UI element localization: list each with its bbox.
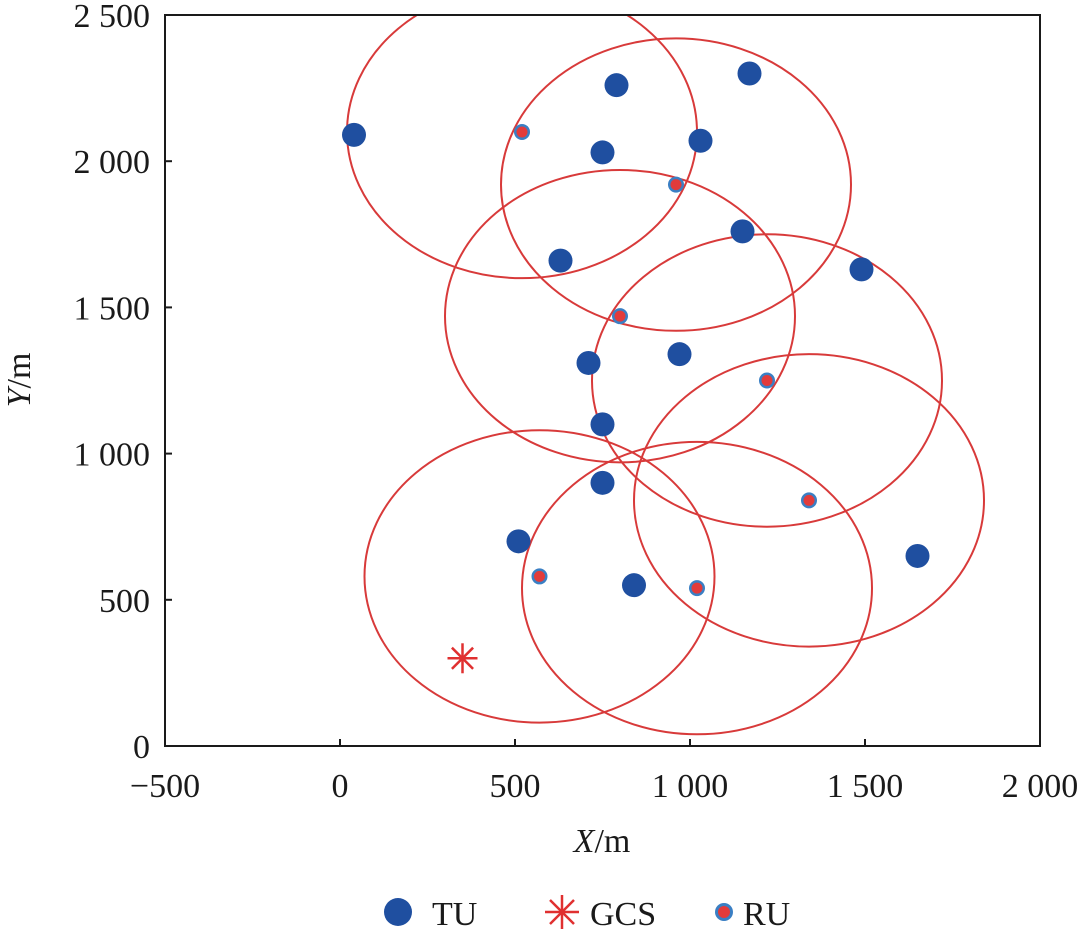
x-tick-label: −500 (130, 768, 200, 805)
x-axis-label-unit: /m (594, 823, 630, 860)
ru-point (759, 372, 775, 389)
y-axis-label: Y/m (1, 353, 38, 408)
tu-point (730, 219, 755, 244)
tu-point (590, 140, 615, 165)
x-axis-label: X/m (572, 823, 631, 860)
tu-point (590, 470, 615, 495)
y-tick-label: 1 000 (74, 437, 151, 474)
ru-point (531, 568, 548, 585)
x-axis-label-var: X (572, 823, 596, 860)
tu-point (688, 128, 713, 153)
legend-ru-marker (715, 903, 733, 921)
y-tick-label: 1 500 (74, 290, 151, 327)
tu-point (737, 61, 762, 86)
coverage-circle (363, 429, 716, 724)
legend-tu-marker (384, 898, 412, 926)
gcs-point (447, 643, 478, 674)
legend-tu-label: TU (432, 896, 477, 932)
ru-point (801, 492, 817, 509)
coverage-circle (521, 440, 873, 736)
ru-point (514, 123, 530, 140)
legend-gcs-marker (545, 895, 579, 929)
tu-point (548, 248, 573, 273)
tu-point (576, 350, 601, 375)
y-tick-label: 2 500 (74, 0, 151, 35)
coverage-circle (633, 353, 985, 648)
data-points (342, 61, 930, 674)
y-tick-label: 500 (99, 583, 150, 620)
y-axis-ticks: 0 500 1 000 1 500 2 000 2 500 (74, 0, 172, 766)
ru-point (612, 308, 628, 325)
tu-point (342, 122, 366, 147)
x-tick-label: 0 (332, 768, 349, 805)
legend-gcs-label: GCS (590, 896, 656, 932)
tu-point (506, 529, 531, 554)
tu-point (905, 543, 930, 568)
coverage-circles (346, 15, 985, 736)
coverage-circle (591, 233, 943, 528)
x-axis-ticks: −500 0 500 1 000 1 500 2 000 (130, 739, 1078, 805)
y-axis-label-var: Y (1, 385, 38, 407)
x-tick-label: 2 000 (1002, 768, 1079, 805)
tu-point (604, 73, 629, 98)
tu-point (622, 573, 646, 598)
coverage-circle (444, 168, 796, 464)
y-tick-label: 0 (133, 729, 150, 766)
x-tick-label: 500 (490, 768, 541, 805)
tu-point (590, 412, 615, 437)
plot-frame (164, 14, 1041, 747)
y-tick-label: 2 000 (74, 144, 151, 181)
tu-point (667, 342, 692, 367)
x-tick-label: 1 000 (652, 768, 729, 805)
y-axis-label-unit: /m (1, 353, 38, 389)
ru-point (689, 580, 705, 597)
ru-point (668, 176, 684, 193)
x-tick-label: 1 500 (827, 768, 904, 805)
tu-point (849, 257, 874, 282)
coverage-circle (500, 37, 852, 332)
legend-ru-label: RU (743, 896, 790, 932)
legend: TU GCS RU (384, 895, 790, 932)
